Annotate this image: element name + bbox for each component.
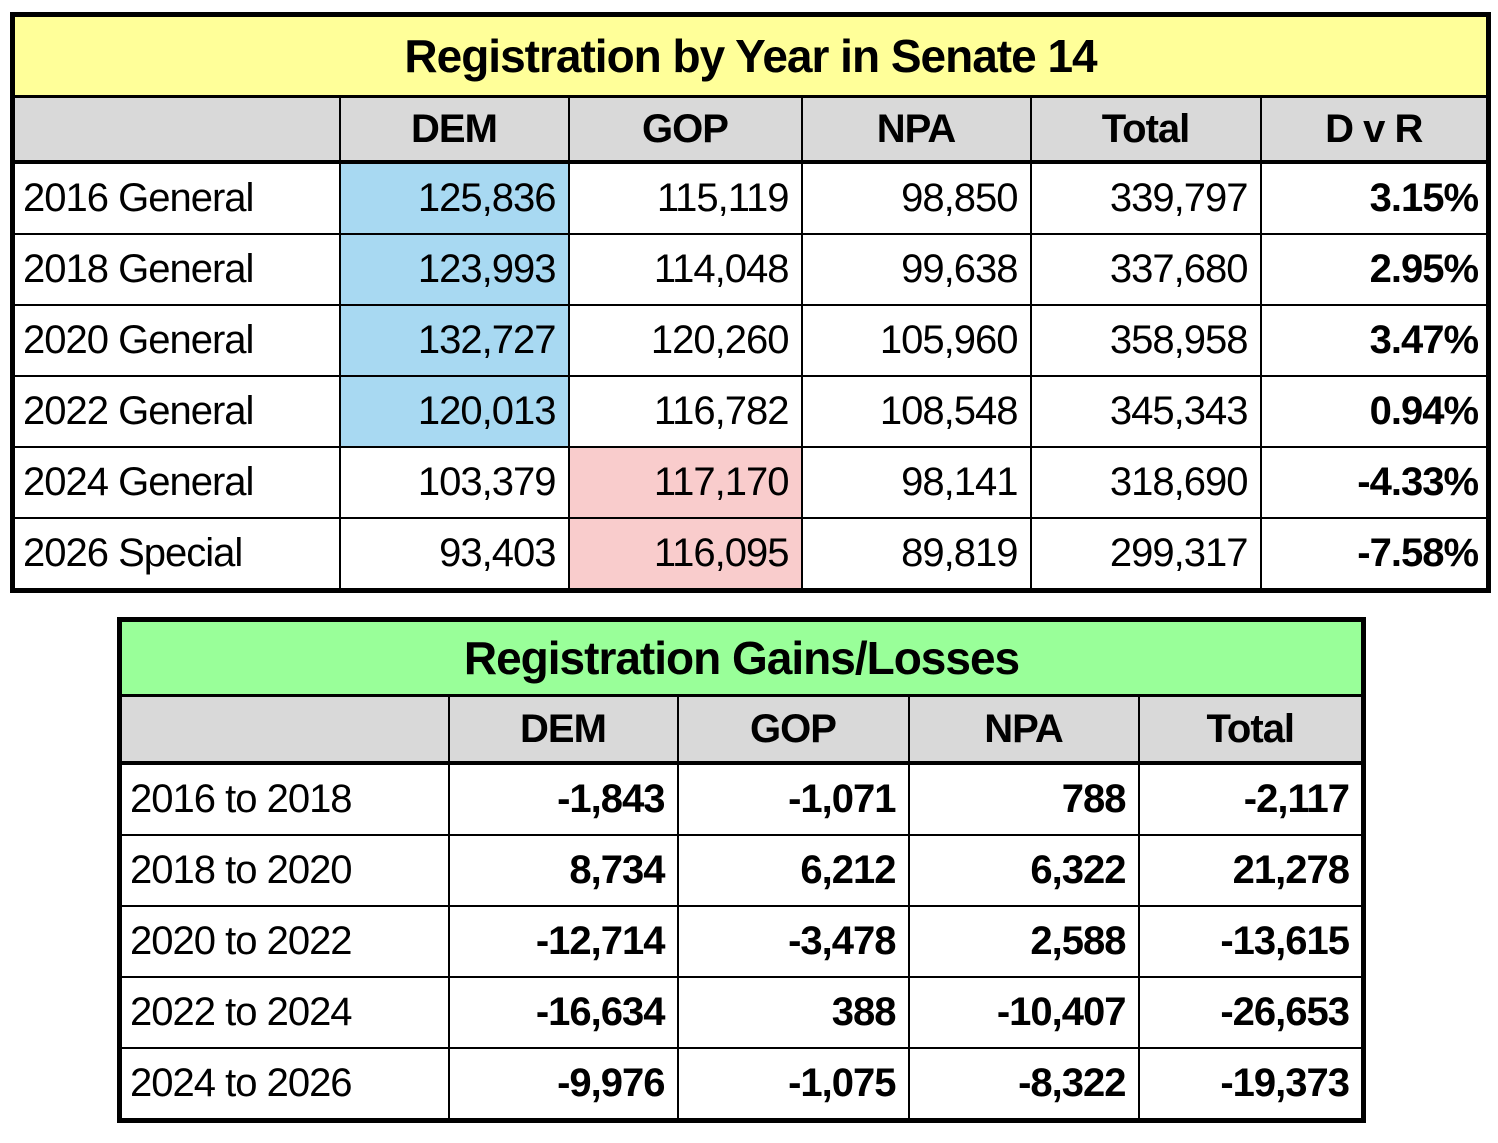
gop-cell: -1,071 bbox=[676, 762, 910, 836]
npa-cell: 99,638 bbox=[800, 233, 1032, 306]
row-label: 2016 General bbox=[11, 161, 341, 235]
table-row: 2018 to 2020 8,734 6,212 6,322 21,278 bbox=[118, 834, 1365, 907]
gains-losses-table: Registration Gains/Losses DEM GOP NPA To… bbox=[117, 617, 1367, 1123]
dem-cell: 123,993 bbox=[338, 233, 570, 306]
empty-header-cell bbox=[118, 694, 450, 765]
total-cell: -13,615 bbox=[1137, 905, 1365, 978]
npa-cell: 89,819 bbox=[800, 517, 1032, 592]
dem-cell: 120,013 bbox=[338, 375, 570, 448]
gop-cell: 6,212 bbox=[676, 834, 910, 907]
total-cell: -26,653 bbox=[1137, 976, 1365, 1049]
row-label: 2016 to 2018 bbox=[118, 762, 450, 836]
dem-cell: 8,734 bbox=[447, 834, 679, 907]
table1-title: Registration by Year in Senate 14 bbox=[11, 13, 1490, 98]
total-cell: 318,690 bbox=[1029, 446, 1262, 519]
dem-cell: 103,379 bbox=[338, 446, 570, 519]
table-row: 2024 General 103,379 117,170 98,141 318,… bbox=[11, 446, 1490, 519]
table-row: 2020 to 2022 -12,714 -3,478 2,588 -13,61… bbox=[118, 905, 1365, 978]
dem-cell: 125,836 bbox=[338, 161, 570, 235]
row-label: 2022 General bbox=[11, 375, 341, 448]
gop-cell: 114,048 bbox=[567, 233, 803, 306]
dem-cell: -1,843 bbox=[447, 762, 679, 836]
col-header-dem: DEM bbox=[338, 95, 570, 164]
gop-cell: 388 bbox=[676, 976, 910, 1049]
table2-title-row: Registration Gains/Losses bbox=[118, 618, 1365, 697]
row-label: 2024 to 2026 bbox=[118, 1047, 450, 1122]
gop-cell: 116,095 bbox=[567, 517, 803, 592]
gop-cell: 120,260 bbox=[567, 304, 803, 377]
table-row: 2016 General 125,836 115,119 98,850 339,… bbox=[11, 161, 1490, 235]
dem-cell: -9,976 bbox=[447, 1047, 679, 1122]
row-label: 2020 to 2022 bbox=[118, 905, 450, 978]
dem-cell: -16,634 bbox=[447, 976, 679, 1049]
npa-cell: 788 bbox=[907, 762, 1140, 836]
total-cell: 358,958 bbox=[1029, 304, 1262, 377]
gop-cell: 117,170 bbox=[567, 446, 803, 519]
dem-cell: 93,403 bbox=[338, 517, 570, 592]
dvr-cell: -7.58% bbox=[1259, 517, 1490, 592]
table1-header-row: DEM GOP NPA Total D v R bbox=[11, 95, 1490, 164]
row-label: 2024 General bbox=[11, 446, 341, 519]
table-row: 2016 to 2018 -1,843 -1,071 788 -2,117 bbox=[118, 762, 1365, 836]
total-cell: -19,373 bbox=[1137, 1047, 1365, 1122]
col-header-npa: NPA bbox=[907, 694, 1140, 765]
row-label: 2026 Special bbox=[11, 517, 341, 592]
dvr-cell: 3.15% bbox=[1259, 161, 1490, 235]
empty-header-cell bbox=[11, 95, 341, 164]
npa-cell: 98,850 bbox=[800, 161, 1032, 235]
npa-cell: 98,141 bbox=[800, 446, 1032, 519]
dvr-cell: 0.94% bbox=[1259, 375, 1490, 448]
col-header-total: Total bbox=[1029, 95, 1262, 164]
row-label: 2018 General bbox=[11, 233, 341, 306]
gop-cell: 116,782 bbox=[567, 375, 803, 448]
gop-cell: 115,119 bbox=[567, 161, 803, 235]
dvr-cell: 3.47% bbox=[1259, 304, 1490, 377]
total-cell: -2,117 bbox=[1137, 762, 1365, 836]
col-header-npa: NPA bbox=[800, 95, 1032, 164]
npa-cell: 108,548 bbox=[800, 375, 1032, 448]
table-row: 2024 to 2026 -9,976 -1,075 -8,322 -19,37… bbox=[118, 1047, 1365, 1122]
table-row: 2020 General 132,727 120,260 105,960 358… bbox=[11, 304, 1490, 377]
total-cell: 21,278 bbox=[1137, 834, 1365, 907]
table-row: 2026 Special 93,403 116,095 89,819 299,3… bbox=[11, 517, 1490, 592]
npa-cell: 6,322 bbox=[907, 834, 1140, 907]
col-header-dem: DEM bbox=[447, 694, 679, 765]
table-row: 2018 General 123,993 114,048 99,638 337,… bbox=[11, 233, 1490, 306]
gop-cell: -1,075 bbox=[676, 1047, 910, 1122]
col-header-gop: GOP bbox=[567, 95, 803, 164]
row-label: 2022 to 2024 bbox=[118, 976, 450, 1049]
registration-by-year-table: Registration by Year in Senate 14 DEM GO… bbox=[10, 12, 1492, 593]
npa-cell: -8,322 bbox=[907, 1047, 1140, 1122]
row-label: 2018 to 2020 bbox=[118, 834, 450, 907]
dem-cell: -12,714 bbox=[447, 905, 679, 978]
npa-cell: 2,588 bbox=[907, 905, 1140, 978]
total-cell: 345,343 bbox=[1029, 375, 1262, 448]
dem-cell: 132,727 bbox=[338, 304, 570, 377]
gop-cell: -3,478 bbox=[676, 905, 910, 978]
table1-title-row: Registration by Year in Senate 14 bbox=[11, 13, 1490, 98]
total-cell: 299,317 bbox=[1029, 517, 1262, 592]
col-header-dvr: D v R bbox=[1259, 95, 1490, 164]
table-row: 2022 to 2024 -16,634 388 -10,407 -26,653 bbox=[118, 976, 1365, 1049]
col-header-total: Total bbox=[1137, 694, 1365, 765]
table2-title: Registration Gains/Losses bbox=[118, 618, 1365, 697]
dvr-cell: -4.33% bbox=[1259, 446, 1490, 519]
npa-cell: 105,960 bbox=[800, 304, 1032, 377]
dvr-cell: 2.95% bbox=[1259, 233, 1490, 306]
table2-header-row: DEM GOP NPA Total bbox=[118, 694, 1365, 765]
npa-cell: -10,407 bbox=[907, 976, 1140, 1049]
total-cell: 337,680 bbox=[1029, 233, 1262, 306]
table-row: 2022 General 120,013 116,782 108,548 345… bbox=[11, 375, 1490, 448]
total-cell: 339,797 bbox=[1029, 161, 1262, 235]
col-header-gop: GOP bbox=[676, 694, 910, 765]
row-label: 2020 General bbox=[11, 304, 341, 377]
